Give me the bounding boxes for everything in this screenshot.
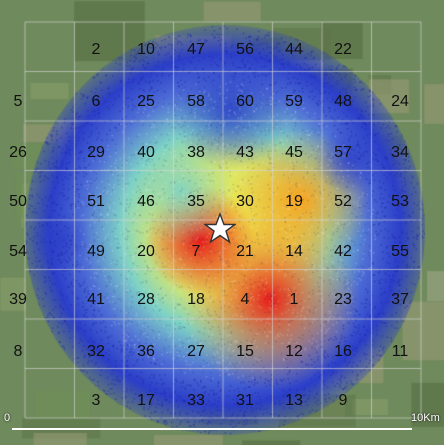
- grid-cell-value: 45: [285, 144, 303, 161]
- grid-cell-value: 40: [137, 144, 155, 161]
- grid-cell-value: 41: [87, 291, 105, 308]
- grid-cell-value: 7: [191, 243, 201, 260]
- grid-cell-value: 25: [137, 93, 155, 110]
- grid-cell-value: 34: [391, 144, 409, 161]
- grid-cell-value: 14: [285, 243, 303, 260]
- grid-cell-value: 24: [391, 93, 409, 110]
- grid-cell-value: 1: [289, 291, 299, 308]
- grid-cell-value: 22: [334, 41, 352, 58]
- grid-cell-value: 6: [91, 93, 101, 110]
- grid-cell-value: 56: [236, 41, 254, 58]
- grid-cell-value: 46: [137, 193, 155, 210]
- grid-cell-value: 16: [334, 343, 352, 360]
- grid-cell-value: 57: [334, 144, 352, 161]
- grid-cell-value: 38: [187, 144, 205, 161]
- grid-cell-value: 4: [240, 291, 250, 308]
- grid-cell-value: 36: [137, 343, 155, 360]
- grid-cell-value: 52: [334, 193, 352, 210]
- grid-cell-value: 3: [91, 392, 101, 409]
- grid-cell-value: 11: [391, 343, 409, 360]
- grid-cell-value: 31: [236, 392, 254, 409]
- grid-cell-value: 30: [236, 193, 254, 210]
- grid-cell-value: 58: [187, 93, 205, 110]
- grid-cell-value: 13: [285, 392, 303, 409]
- grid-cell-value: 28: [137, 291, 155, 308]
- grid-cell-value: 60: [236, 93, 254, 110]
- grid-cell-value: 47: [187, 41, 205, 58]
- grid-cell-value: 53: [391, 193, 409, 210]
- scale-start-label: 0: [4, 412, 11, 424]
- grid-cell-value: 35: [187, 193, 205, 210]
- grid-cell-value: 18: [187, 291, 205, 308]
- grid-cell-value: 32: [87, 343, 105, 360]
- grid-cell-value: 42: [334, 243, 352, 260]
- grid-cell-value: 8: [13, 343, 23, 360]
- grid-cell-value: 21: [236, 243, 254, 260]
- star-icon: [204, 212, 236, 244]
- grid-cell-value: 59: [285, 93, 303, 110]
- grid-cell-value: 20: [137, 243, 155, 260]
- grid-cell-value: 43: [236, 144, 254, 161]
- grid-cell-value: 26: [9, 144, 27, 161]
- grid-cell-value: 10: [137, 41, 155, 58]
- grid-cell-value: 2: [91, 41, 101, 58]
- grid-cell-value: 44: [285, 41, 303, 58]
- grid-cell-value: 51: [87, 193, 105, 210]
- grid-cell-value: 19: [285, 193, 303, 210]
- grid-cell-value: 27: [187, 343, 205, 360]
- scale-end-label: 10Km: [411, 412, 440, 424]
- grid-cell-value: 29: [87, 144, 105, 161]
- grid-cell-value: 55: [391, 243, 409, 260]
- scale-bar: [12, 428, 412, 430]
- grid-cell-value: 23: [334, 291, 352, 308]
- grid-cell-value: 48: [334, 93, 352, 110]
- grid-cell-value: 15: [236, 343, 254, 360]
- grid-cell-value: 49: [87, 243, 105, 260]
- grid-cell-value: 54: [9, 243, 27, 260]
- grid-cell-value: 5: [13, 93, 23, 110]
- grid-cell-value: 39: [9, 291, 27, 308]
- grid-cell-value: 9: [338, 392, 348, 409]
- grid-cell-value: 33: [187, 392, 205, 409]
- grid-cell-value: 50: [9, 193, 27, 210]
- grid-cell-value: 12: [285, 343, 303, 360]
- grid-cell-value: 17: [137, 392, 155, 409]
- grid-cell-value: 37: [391, 291, 409, 308]
